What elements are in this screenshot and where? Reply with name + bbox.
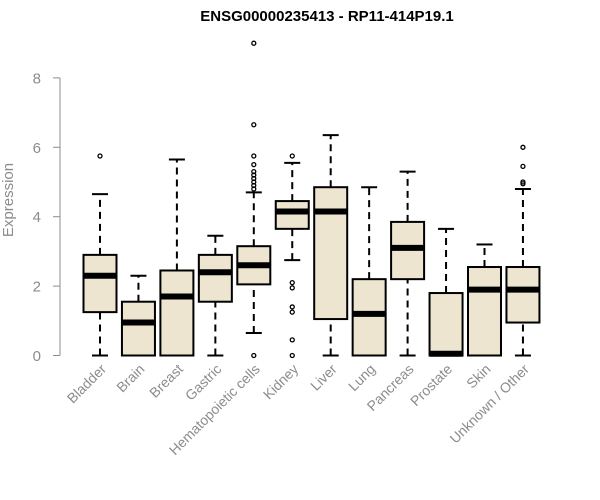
outlier-point: [289, 153, 295, 159]
box-iqr: [159, 269, 195, 357]
outlier-point: [289, 337, 295, 343]
outlier-point: [289, 304, 295, 310]
outlier-point: [251, 40, 257, 46]
outlier-point: [251, 352, 257, 359]
y-tick-label: 8: [33, 70, 41, 87]
outlier-point: [520, 163, 526, 170]
box-iqr: [120, 300, 156, 357]
y-tick-label: 6: [33, 140, 41, 157]
box-iqr: [197, 253, 233, 303]
x-category-label: Bladder: [64, 361, 110, 407]
x-category-label: Liver: [307, 361, 340, 394]
box-group: [313, 134, 349, 357]
box-group: [390, 170, 426, 357]
box-group: [159, 158, 195, 357]
box-iqr: [313, 186, 349, 321]
box-group: [197, 234, 233, 357]
x-category-label: Breast: [146, 361, 186, 401]
box-group: [505, 144, 541, 357]
y-tick-label: 4: [33, 209, 41, 226]
box-iqr: [428, 292, 464, 357]
box-iqr: [467, 266, 502, 357]
x-category-label: Brain: [113, 361, 147, 395]
outlier-point: [251, 122, 257, 128]
outlier-point: [289, 285, 295, 291]
box-iqr: [505, 266, 541, 324]
x-category-label: Lung: [345, 361, 378, 394]
outlier-point: [251, 161, 257, 168]
y-tick-label: 2: [33, 279, 41, 296]
x-category-label: Skin: [463, 361, 494, 392]
box-group: [120, 274, 156, 357]
box-group: [467, 243, 502, 357]
outlier-point: [251, 153, 257, 159]
box-iqr: [82, 253, 118, 314]
y-tick-label: 0: [33, 348, 41, 365]
outlier-point: [289, 279, 295, 286]
box-group: [428, 227, 464, 357]
chart-title: ENSG00000235413 - RP11-414P19.1: [200, 8, 454, 25]
outlier-point: [520, 179, 526, 185]
y-axis: 0 2 4 6 8: [33, 70, 61, 365]
x-category-label: Prostate: [407, 361, 455, 409]
outlier-point: [289, 352, 295, 359]
boxes-layer: [82, 40, 541, 359]
y-axis-label: Expression: [0, 163, 17, 237]
box-iqr: [274, 200, 310, 230]
outlier-point: [97, 153, 103, 159]
box-group: [82, 153, 118, 357]
box-group: [236, 40, 272, 359]
x-category-label: Kidney: [260, 361, 302, 403]
outlier-point: [289, 309, 295, 315]
outlier-point: [520, 144, 526, 150]
box-group: [274, 153, 310, 359]
box-group: [351, 186, 387, 357]
outlier-point: [251, 168, 257, 175]
box-iqr: [351, 278, 387, 357]
